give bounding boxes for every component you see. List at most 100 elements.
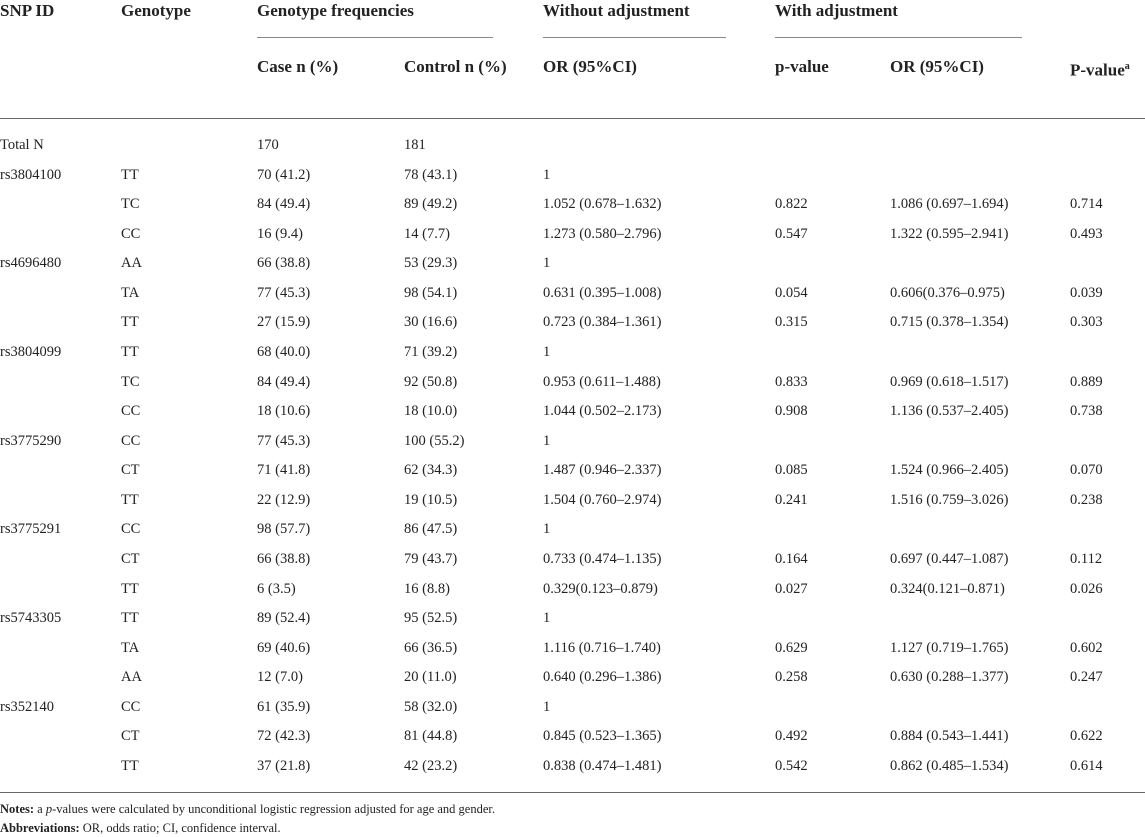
group-rule bbox=[775, 37, 1022, 38]
table-cell: 1.516 (0.759–3.026) bbox=[890, 491, 1009, 508]
table-cell: 1.052 (0.678–1.632) bbox=[543, 196, 662, 213]
group-rule bbox=[257, 37, 493, 38]
table-cell: 62 (34.3) bbox=[404, 462, 458, 479]
table-cell: 0.697 (0.447–1.087) bbox=[890, 550, 1009, 567]
table-cell: 1.273 (0.580–2.796) bbox=[543, 225, 662, 242]
group-rule bbox=[543, 37, 726, 38]
table-cell: 27 (15.9) bbox=[257, 314, 311, 331]
abbreviations-text: OR, odds ratio; CI, confidence interval. bbox=[82, 821, 281, 835]
table-cell: 18 (10.0) bbox=[404, 403, 458, 420]
notes: Notes: a p-values were calculated by unc… bbox=[0, 801, 495, 817]
table-cell: 71 (41.8) bbox=[257, 462, 311, 479]
table-cell: 0.112 bbox=[1070, 550, 1103, 567]
table-cell: 0.715 (0.378–1.354) bbox=[890, 314, 1009, 331]
table-cell: 181 bbox=[404, 137, 426, 153]
table-cell: rs3804099 bbox=[0, 343, 62, 360]
table-cell: CT bbox=[121, 728, 140, 745]
abbreviations-label: Abbreviations: bbox=[0, 821, 80, 835]
header-rule bbox=[0, 118, 1145, 119]
table-cell: 19 (10.5) bbox=[404, 491, 458, 508]
table-cell: 92 (50.8) bbox=[404, 373, 458, 390]
table-cell: 0.845 (0.523–1.365) bbox=[543, 728, 662, 745]
table-cell: 0.714 bbox=[1070, 196, 1103, 213]
table-cell: 53 (29.3) bbox=[404, 255, 458, 272]
table-cell: Total N bbox=[0, 137, 44, 153]
table-cell: CC bbox=[121, 521, 141, 538]
table-cell: 6 (3.5) bbox=[257, 580, 296, 597]
table-cell: 0.303 bbox=[1070, 314, 1103, 331]
table-cell: 1 bbox=[543, 255, 551, 272]
table-cell: 0.838 (0.474–1.481) bbox=[543, 757, 662, 774]
table-cell: 170 bbox=[257, 137, 279, 153]
table-cell: 89 (49.2) bbox=[404, 196, 458, 213]
header-cell: Without adjustment bbox=[543, 1, 690, 20]
header-cell: P-valuea bbox=[1070, 56, 1130, 82]
table-cell: TT bbox=[121, 491, 139, 508]
table-cell: 0.542 bbox=[775, 757, 808, 774]
table-cell: 81 (44.8) bbox=[404, 728, 458, 745]
table-cell: 0.547 bbox=[775, 225, 808, 242]
table-cell: 66 (38.8) bbox=[257, 255, 311, 272]
table-cell: 0.247 bbox=[1070, 669, 1103, 686]
table-cell: TT bbox=[121, 166, 139, 183]
table-cell: 0.070 bbox=[1070, 462, 1103, 479]
table-cell: CC bbox=[121, 698, 141, 715]
table-cell: TT bbox=[121, 580, 139, 597]
header-cell: OR (95%CI) bbox=[543, 57, 637, 76]
header-cell: Genotype frequencies bbox=[257, 1, 414, 20]
table-cell: 98 (54.1) bbox=[404, 284, 458, 301]
table-cell: 0.969 (0.618–1.517) bbox=[890, 373, 1009, 390]
notes-label: Notes: bbox=[0, 802, 35, 816]
header-cell: p-value bbox=[775, 57, 829, 76]
table-cell: TC bbox=[121, 373, 140, 390]
header-cell: Control n (%) bbox=[404, 57, 507, 76]
table-cell: 77 (45.3) bbox=[257, 284, 311, 301]
table-cell: 1.127 (0.719–1.765) bbox=[890, 639, 1009, 656]
table-cell: 0.258 bbox=[775, 669, 808, 686]
table-cell: 1.524 (0.966–2.405) bbox=[890, 462, 1009, 479]
table-cell: 79 (43.7) bbox=[404, 550, 458, 567]
table-cell: 78 (43.1) bbox=[404, 166, 458, 183]
table-cell: CC bbox=[121, 432, 141, 449]
table-cell: rs352140 bbox=[0, 698, 54, 715]
notes-emphasis: p bbox=[45, 802, 53, 816]
table-cell: TT bbox=[121, 343, 139, 360]
table-cell: TC bbox=[121, 196, 140, 213]
table-cell: 66 (36.5) bbox=[404, 639, 458, 656]
table-cell: 18 (10.6) bbox=[257, 403, 311, 420]
table-cell: rs3804100 bbox=[0, 166, 62, 183]
table-cell: 37 (21.8) bbox=[257, 757, 311, 774]
table-cell: 0.602 bbox=[1070, 639, 1103, 656]
table-cell: TA bbox=[121, 284, 140, 301]
table-cell: 1 bbox=[543, 166, 551, 183]
table-cell: 77 (45.3) bbox=[257, 432, 311, 449]
table-cell: 0.738 bbox=[1070, 403, 1103, 420]
table-cell: 1.116 (0.716–1.740) bbox=[543, 639, 661, 656]
table-cell: rs5743305 bbox=[0, 610, 62, 627]
table-cell: 0.884 (0.543–1.441) bbox=[890, 728, 1009, 745]
table-cell: 0.833 bbox=[775, 373, 808, 390]
header-cell: With adjustment bbox=[775, 1, 898, 20]
table-cell: 1.086 (0.697–1.694) bbox=[890, 196, 1009, 213]
table-cell: 98 (57.7) bbox=[257, 521, 311, 538]
table-cell: rs3775291 bbox=[0, 521, 62, 538]
table-cell: 42 (23.2) bbox=[404, 757, 458, 774]
bottom-rule bbox=[0, 792, 1145, 793]
table-cell: 14 (7.7) bbox=[404, 225, 450, 242]
table-cell: 61 (35.9) bbox=[257, 698, 311, 715]
table-cell: CT bbox=[121, 462, 140, 479]
table-cell: 1.044 (0.502–2.173) bbox=[543, 403, 662, 420]
header-cell: OR (95%CI) bbox=[890, 57, 984, 76]
table-cell: 68 (40.0) bbox=[257, 343, 311, 360]
table-cell: 84 (49.4) bbox=[257, 196, 311, 213]
table-cell: 0.733 (0.474–1.135) bbox=[543, 550, 662, 567]
table-cell: 0.492 bbox=[775, 728, 808, 745]
table-cell: 89 (52.4) bbox=[257, 610, 311, 627]
table-cell: 1.504 (0.760–2.974) bbox=[543, 491, 662, 508]
table-cell: 71 (39.2) bbox=[404, 343, 458, 360]
header-sup: a bbox=[1124, 61, 1130, 72]
table-cell: TA bbox=[121, 639, 140, 656]
table-cell: CT bbox=[121, 550, 140, 567]
table-cell: 84 (49.4) bbox=[257, 373, 311, 390]
